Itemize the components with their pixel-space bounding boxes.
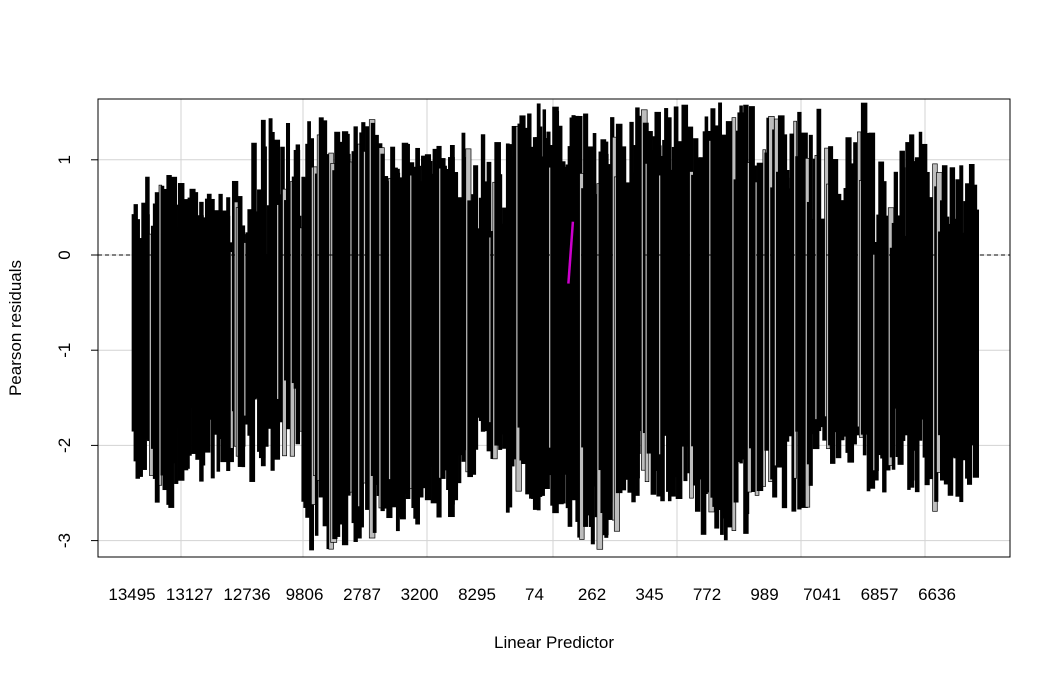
x-tick-label: 74 — [525, 585, 544, 604]
y-tick-label: -3 — [55, 533, 74, 548]
y-axis: -3 -2 -1 0 1 — [55, 155, 98, 548]
x-tick-label: 6857 — [861, 585, 899, 604]
x-axis-title: Linear Predictor — [494, 633, 614, 652]
x-tick-label: 8295 — [458, 585, 496, 604]
x-tick-label: 9806 — [286, 585, 324, 604]
x-tick-label: 262 — [578, 585, 606, 604]
y-axis-title: Pearson residuals — [6, 260, 25, 396]
y-tick-label: 0 — [55, 250, 74, 259]
x-tick-label: 7041 — [803, 585, 841, 604]
x-tick-label: 6636 — [918, 585, 956, 604]
y-tick-label: -2 — [55, 438, 74, 453]
x-tick-label: 3200 — [401, 585, 439, 604]
y-tick-label: 1 — [55, 155, 74, 164]
plot-frame — [97, 98, 1011, 558]
highlight-line — [567, 221, 575, 284]
x-tick-label: 12736 — [223, 585, 270, 604]
x-tick-label: 13495 — [108, 585, 155, 604]
x-tick-label: 13127 — [166, 585, 213, 604]
x-tick-label: 2787 — [343, 585, 381, 604]
y-tick-label: -1 — [55, 343, 74, 358]
residual-bars — [131, 102, 980, 551]
x-axis-labels: 13495 13127 12736 9806 2787 3200 8295 74 262 345 7… — [108, 585, 956, 604]
highlight-segment — [567, 221, 575, 284]
residual-bar — [974, 218, 979, 458]
x-tick-label: 345 — [635, 585, 663, 604]
x-tick-label: 772 — [693, 585, 721, 604]
x-tick-label: 989 — [750, 585, 778, 604]
